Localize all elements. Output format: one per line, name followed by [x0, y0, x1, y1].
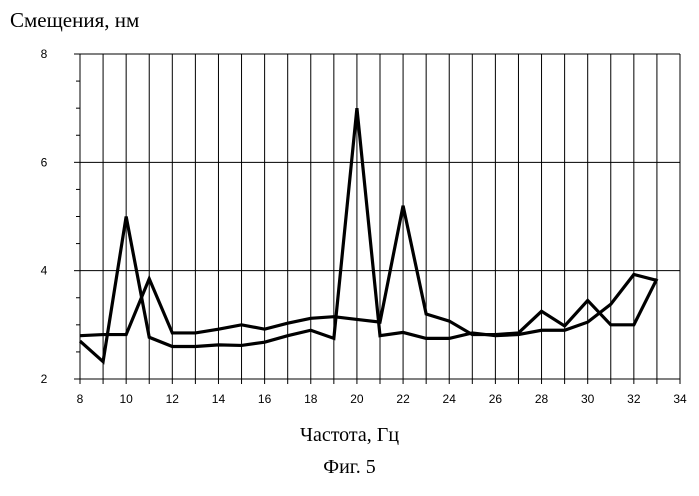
- x-tick-label: 20: [350, 392, 364, 406]
- y-tick-labels: 2 4 6 8: [41, 47, 48, 386]
- x-tick-label: 18: [304, 392, 318, 406]
- x-tick-label: 12: [166, 392, 180, 406]
- y-tick-label: 4: [41, 264, 48, 278]
- x-tick-label: 24: [443, 392, 457, 406]
- x-tick-label: 8: [77, 392, 84, 406]
- y-tick-label: 8: [41, 47, 48, 61]
- x-tick-label: 22: [396, 392, 410, 406]
- series-lines: [78, 108, 659, 365]
- figure-caption: Фиг. 5: [323, 456, 376, 478]
- series-line-1: [79, 205, 659, 338]
- x-tick-label: 14: [212, 392, 226, 406]
- x-axis-title: Частота, Гц: [299, 424, 400, 446]
- x-tick-label: 32: [627, 392, 641, 406]
- x-tick-label: 30: [581, 392, 595, 406]
- y-axis-title: Смещения, нм: [10, 8, 140, 32]
- x-tick-label: 26: [489, 392, 503, 406]
- x-tick-label: 10: [119, 392, 133, 406]
- vertical-gridlines: [102, 54, 681, 379]
- x-tick-label: 28: [535, 392, 549, 406]
- x-tick-label: 16: [258, 392, 272, 406]
- y-tick-label: 2: [41, 372, 48, 386]
- series-line-2: [78, 108, 658, 365]
- x-tick-labels: 8 10 12 14 16 18 20 22 24 26 28 30 32 34: [77, 392, 687, 406]
- x-tick-label: 34: [673, 392, 687, 406]
- axes: [74, 53, 681, 384]
- y-tick-label: 6: [41, 155, 48, 169]
